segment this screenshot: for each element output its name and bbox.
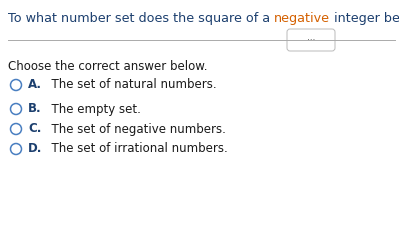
- Text: The set of natural numbers.: The set of natural numbers.: [44, 79, 217, 92]
- Text: integer belong?: integer belong?: [330, 12, 399, 25]
- Text: The set of negative numbers.: The set of negative numbers.: [44, 122, 226, 135]
- Text: The empty set.: The empty set.: [44, 103, 141, 115]
- Text: negative: negative: [274, 12, 330, 25]
- Text: To what number set does the square of a: To what number set does the square of a: [8, 12, 274, 25]
- Text: ⋯: ⋯: [307, 36, 315, 45]
- Text: A.: A.: [28, 79, 42, 92]
- Text: Choose the correct answer below.: Choose the correct answer below.: [8, 60, 207, 73]
- Text: C.: C.: [28, 122, 41, 135]
- FancyBboxPatch shape: [287, 29, 335, 51]
- Text: D.: D.: [28, 142, 42, 155]
- Text: B.: B.: [28, 103, 41, 115]
- Text: The set of irrational numbers.: The set of irrational numbers.: [44, 142, 228, 155]
